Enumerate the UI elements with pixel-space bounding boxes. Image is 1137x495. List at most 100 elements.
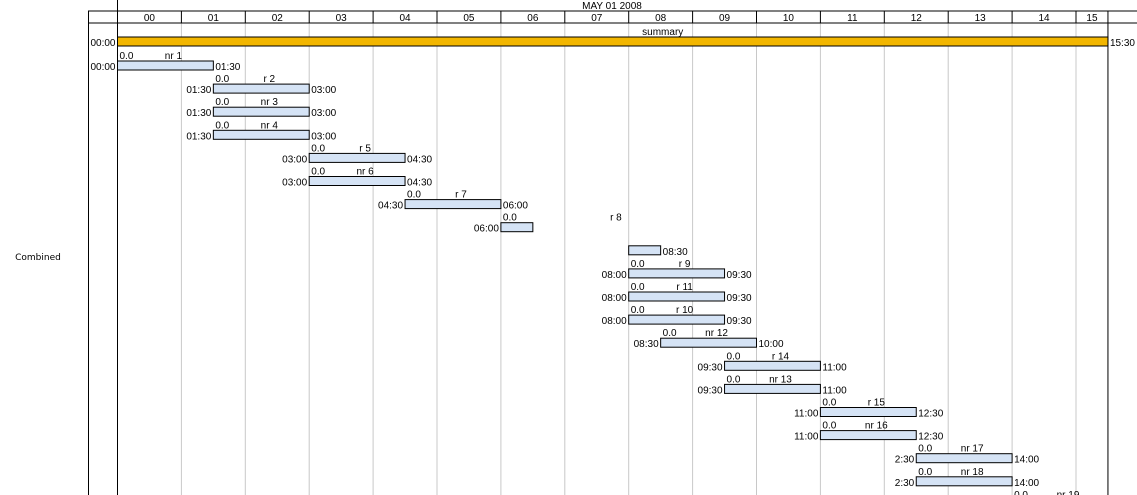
task-end-label: 11:00: [822, 362, 847, 373]
task-end-label: 03:00: [311, 131, 336, 142]
task-end-label: 04:30: [407, 178, 432, 189]
task-progress-label: 0.0: [120, 51, 134, 62]
hour-tick-label: 13: [975, 13, 987, 24]
task-progress-label: 0.0: [311, 143, 325, 154]
task-name-label: nr 19: [1057, 490, 1080, 495]
hour-tick-label: 01: [208, 13, 220, 24]
hour-tick-label: 03: [336, 13, 348, 24]
summary-bar-group: summary 00:00 15:30: [90, 27, 1135, 49]
task-row: 0.0 nr 1 00:00 01:30: [90, 51, 240, 73]
task-bar: [660, 337, 758, 348]
task-row: 0.0 nr 12 08:30 10:00: [634, 328, 784, 350]
task-name-label: r 7: [455, 190, 467, 201]
task-bar: [212, 83, 310, 94]
summary-label: summary: [642, 27, 683, 38]
task-name-label: nr 3: [261, 97, 279, 108]
hour-tick-label: 05: [463, 13, 475, 24]
task-row: 0.0 nr 16 11:00 12:30: [794, 421, 944, 443]
task-progress-label: 0.0: [215, 97, 229, 108]
task-bar: [212, 129, 310, 140]
task-start-label: 01:30: [186, 108, 211, 119]
task-bars: 0.0 nr 100:00 01:300.0 r 201:30 03:000.0 nr 3…: [90, 51, 1080, 495]
task-row: 0.0 nr 17 2:30 14:00: [895, 444, 1040, 466]
task-row: 0.0 nr 18 2:30 14:00: [895, 467, 1040, 489]
task-row: 0.0 r 8 06:00: [474, 213, 622, 235]
task-bar: [628, 291, 726, 302]
task-row: 0.0 r 9 08:00 09:30: [602, 259, 752, 281]
hour-tick-label: 07: [591, 13, 603, 24]
hour-tick-label: 15: [1086, 13, 1098, 24]
task-end-label: 01:30: [215, 62, 240, 73]
task-progress-label: 0.0: [918, 444, 932, 455]
task-row: 0.0 r 15 11:00 12:30: [794, 398, 944, 420]
task-name-label: r 15: [868, 398, 886, 409]
task-bar: [628, 245, 662, 256]
task-row: 08:30: [628, 245, 688, 258]
task-bar: [212, 106, 310, 117]
task-progress-label: 0.0: [822, 421, 836, 432]
hour-tick-label: 11: [847, 13, 858, 24]
task-end-label: 11:00: [822, 385, 847, 396]
task-name-label: r 11: [676, 282, 693, 293]
task-end-label: 09:30: [727, 293, 752, 304]
task-name-label: r 5: [359, 143, 371, 154]
task-end-label: 14:00: [1014, 455, 1039, 466]
task-progress-label: 0.0: [727, 351, 741, 362]
task-start-label: 00:00: [90, 62, 115, 73]
task-start-label: 09:30: [698, 362, 723, 373]
task-end-label: 04:30: [407, 154, 432, 165]
task-name-label: r 8: [610, 213, 622, 224]
task-bar: [628, 268, 726, 279]
task-start-label: 2:30: [895, 455, 915, 466]
task-start-label: 01:30: [186, 85, 211, 96]
task-name-label: nr 4: [261, 120, 279, 131]
hour-tick-label: 02: [272, 13, 284, 24]
task-bar: [915, 476, 1013, 487]
task-name-label: nr 17: [961, 444, 984, 455]
task-row: 0.0 r 7 04:30 06:00: [378, 190, 528, 212]
task-progress-label: 0.0: [407, 190, 421, 201]
task-row: 0.0 r 5 03:00 04:30: [282, 143, 432, 165]
task-bar: [819, 430, 917, 441]
task-progress-label: 0.0: [663, 328, 677, 339]
hour-tick-label: 04: [399, 13, 411, 24]
summary-start-label: 00:00: [90, 38, 115, 49]
task-bar: [915, 453, 1013, 464]
summary-bar: [117, 36, 1109, 47]
hour-tick-label: 12: [911, 13, 923, 24]
task-bar: [628, 314, 726, 325]
task-bar: [404, 199, 502, 210]
hour-tick-label: 06: [527, 13, 539, 24]
task-bar: [308, 176, 406, 186]
task-start-label: 2:30: [895, 478, 915, 489]
date-label: MAY 01 2008: [582, 1, 642, 12]
task-name-label: nr 6: [357, 167, 375, 178]
hour-tick-label: 08: [655, 13, 667, 24]
task-progress-label: 0.0: [822, 398, 836, 409]
task-name-label: nr 1: [165, 51, 183, 62]
task-start-label: 01:30: [186, 131, 211, 142]
task-end-label: 12:30: [918, 409, 943, 420]
task-bar: [724, 383, 821, 394]
hour-tick-label: 14: [1038, 13, 1050, 24]
task-name-label: r 14: [772, 351, 790, 362]
task-row: 0.0 nr 13 09:30 11:00: [698, 374, 848, 396]
task-row: 0.0 nr 3 01:30 03:00: [186, 97, 336, 119]
task-start-label: 04:30: [378, 201, 403, 212]
task-start-label: 08:00: [602, 270, 627, 281]
task-start-label: 11:00: [794, 409, 819, 420]
task-start-label: 08:30: [634, 339, 659, 350]
hour-tick-label: 00: [144, 13, 156, 24]
hour-tick-label: 10: [783, 13, 795, 24]
task-progress-label: 0.0: [311, 167, 325, 178]
task-start-label: 11:00: [794, 432, 819, 443]
timeline-header: MAY 01 2008 00 01 02 03 04 05 06 07 08 09 10 11 12 13…: [88, 0, 1137, 24]
task-progress-label: 0.0: [727, 374, 741, 385]
task-bar: [500, 222, 534, 233]
task-start-label: 03:00: [282, 154, 307, 165]
task-row: 0.0 r 11 08:00 09:30: [602, 282, 752, 304]
task-start-label: 06:00: [474, 224, 499, 235]
task-name-label: nr 16: [865, 421, 888, 432]
task-end-label: 03:00: [311, 85, 336, 96]
